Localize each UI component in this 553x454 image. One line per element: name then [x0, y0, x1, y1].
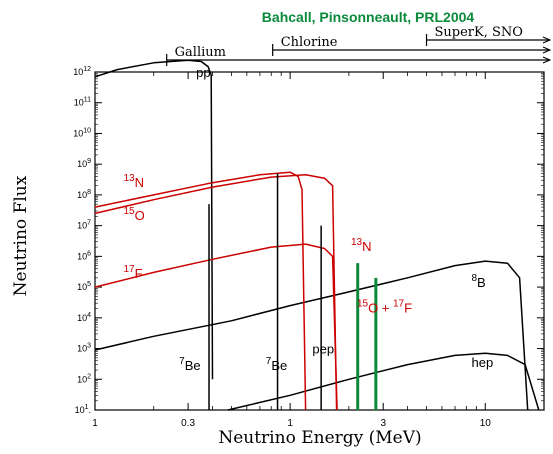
- curve-label-9: 8B: [471, 273, 485, 290]
- flux-curve-0: [94, 59, 214, 380]
- threshold-arrow-0: [542, 56, 552, 64]
- x-tick-label-3: 3: [380, 418, 386, 429]
- y-tick-label-0: 101.: [75, 404, 91, 415]
- threshold-arrow-1: [542, 46, 552, 54]
- y-tick-label-1: 102: [77, 373, 91, 384]
- line-spectra: [208, 173, 378, 410]
- flux-curves: [94, 59, 540, 411]
- y-tick-label-8: 109: [77, 158, 91, 169]
- y-tick-label-7: 108: [77, 189, 91, 200]
- y-tick-label-11: 1012: [73, 66, 91, 77]
- curve-label-3: 17F: [124, 264, 143, 281]
- curve-label-10: hep: [471, 355, 493, 370]
- curve-label-7: 13N: [351, 237, 372, 254]
- flux-curve-2: [227, 352, 540, 411]
- y-tick-label-9: 1010: [73, 127, 91, 138]
- curve-label-0: pp: [196, 65, 210, 80]
- curve-label-5: 7Be: [266, 356, 287, 373]
- curve-label-2: 15O: [124, 206, 145, 223]
- curve-label-4: 7Be: [179, 356, 200, 373]
- curve-label-8: 15O + 17F: [357, 298, 412, 315]
- flux-curve-5: [94, 243, 338, 411]
- x-tick-label-4: 10: [480, 418, 492, 429]
- y-tick-label-5: 106: [77, 250, 91, 261]
- curve-annotations: pp 13N 15O 17F 7Be 7Be pep 13N 15O + 17F 8B hep: [124, 65, 494, 373]
- curve-label-6: pep: [312, 341, 334, 356]
- x-tick-label-0: 1: [92, 418, 98, 429]
- threshold-label-0: Gallium: [175, 45, 226, 60]
- threshold-arrow-2: [542, 36, 552, 44]
- flux-curve-3: [94, 171, 307, 411]
- axis-ticks: 1 0.3 1 3 10 101. 102 103 104 105 106 107 108 109 1010…: [73, 66, 545, 429]
- flux-curve-1: [94, 260, 529, 411]
- y-tick-label-2: 103: [77, 343, 91, 354]
- curve-label-1: 13N: [124, 173, 145, 190]
- chart-title: Bahcall, Pinsonneault, PRL2004: [262, 9, 475, 25]
- y-tick-label-4: 105: [77, 281, 91, 292]
- plot-frame: [94, 71, 545, 411]
- flux-curve-4: [94, 174, 338, 411]
- x-axis-label: Neutrino Energy (MeV): [218, 428, 421, 448]
- y-tick-label-6: 107: [77, 220, 91, 231]
- y-axis-label: Neutrino Flux: [11, 175, 31, 296]
- threshold-bars: Gallium Chlorine SuperK, SNO: [166, 25, 552, 66]
- threshold-label-1: Chlorine: [281, 35, 338, 50]
- threshold-label-2: SuperK, SNO: [435, 25, 523, 40]
- x-tick-label-1: 0.3: [181, 418, 195, 429]
- y-tick-label-10: 1011: [74, 97, 91, 108]
- x-tick-label-2: 1: [287, 418, 293, 429]
- y-tick-label-3: 104: [77, 312, 91, 323]
